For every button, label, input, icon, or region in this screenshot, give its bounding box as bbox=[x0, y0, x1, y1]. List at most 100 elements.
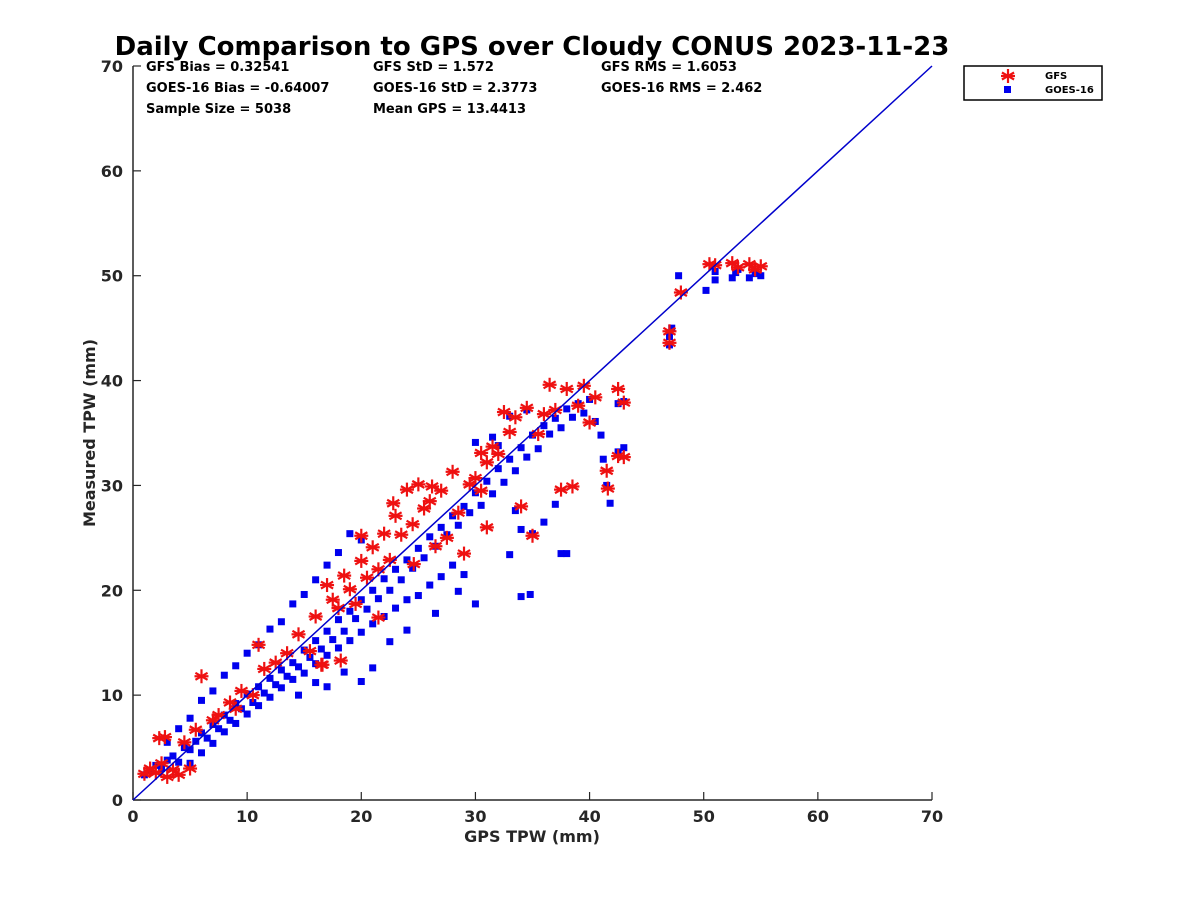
goes16-point bbox=[563, 550, 571, 558]
goes16-point bbox=[409, 564, 417, 572]
y-tick-label: 30 bbox=[101, 476, 123, 495]
goes16-point bbox=[599, 455, 607, 463]
goes16-point bbox=[323, 627, 331, 635]
legend-box bbox=[963, 65, 1103, 101]
gfs-point bbox=[308, 609, 323, 624]
x-tick-label: 10 bbox=[236, 807, 258, 826]
goes16-point bbox=[517, 593, 525, 601]
goes16-point bbox=[260, 689, 268, 697]
goes16-point bbox=[460, 571, 468, 579]
goes16-point bbox=[363, 605, 371, 613]
gfs-point bbox=[183, 761, 198, 776]
goes16-point bbox=[323, 683, 331, 691]
goes16-point bbox=[186, 714, 194, 722]
goes16-point bbox=[511, 467, 519, 475]
goes16-point bbox=[243, 649, 251, 657]
goes16-point bbox=[526, 590, 534, 598]
goes16-point bbox=[334, 549, 342, 557]
goes16-point bbox=[506, 551, 514, 559]
gfs-point bbox=[405, 517, 420, 532]
gfs-point bbox=[468, 471, 483, 486]
x-tick-label: 60 bbox=[807, 807, 829, 826]
goes16-point bbox=[295, 691, 303, 699]
goes16-point bbox=[374, 595, 382, 603]
goes16-point bbox=[352, 615, 360, 623]
gfs-point bbox=[157, 730, 172, 745]
goes16-point bbox=[186, 746, 194, 754]
goes16-point bbox=[757, 272, 765, 280]
y-tick-group: 0 10 20 30 40 50 60 70 bbox=[101, 57, 141, 810]
goes16-point bbox=[369, 664, 377, 672]
goes16-point bbox=[209, 687, 217, 695]
goes16-point bbox=[255, 702, 263, 710]
stat-text: GFS Bias = 0.32541 bbox=[146, 60, 289, 75]
goes16-point bbox=[277, 666, 285, 674]
goes16-point bbox=[175, 758, 183, 766]
one-to-one-reference-line bbox=[132, 65, 933, 801]
goes16-point bbox=[323, 651, 331, 659]
gfs-point bbox=[519, 400, 534, 415]
goes16-point bbox=[494, 465, 502, 473]
goes16-point bbox=[277, 618, 285, 626]
gfs-point bbox=[291, 627, 306, 642]
goes16-point bbox=[340, 668, 348, 676]
goes16-point bbox=[523, 453, 531, 461]
goes16-point bbox=[675, 272, 683, 280]
goes16-point bbox=[175, 725, 183, 733]
gfs-point bbox=[582, 415, 597, 430]
legend-goes16-marker bbox=[1004, 86, 1011, 93]
goes16-point bbox=[386, 586, 394, 594]
gfs-point bbox=[439, 530, 454, 545]
goes16-point bbox=[312, 637, 320, 645]
gfs-point bbox=[417, 501, 432, 516]
goes16-point bbox=[226, 716, 234, 724]
goes16-point bbox=[460, 502, 468, 510]
goes16-point bbox=[209, 739, 217, 747]
gfs-point bbox=[171, 767, 186, 782]
goes16-point bbox=[346, 530, 354, 538]
legend-gfs-marker bbox=[1001, 69, 1015, 83]
goes16-point bbox=[272, 681, 280, 689]
gfs-point bbox=[394, 527, 409, 542]
goes16-point bbox=[197, 696, 205, 704]
gfs-point bbox=[388, 508, 403, 523]
goes16-point bbox=[546, 430, 554, 438]
gfs-point bbox=[342, 582, 357, 597]
gfs-point bbox=[228, 701, 243, 716]
stat-text: Mean GPS = 13.4413 bbox=[373, 102, 526, 117]
goes16-point bbox=[426, 581, 434, 589]
goes16-point bbox=[317, 645, 325, 653]
goes16-point bbox=[454, 521, 462, 529]
gfs-point bbox=[434, 483, 449, 498]
gfs-point bbox=[445, 464, 460, 479]
goes16-point bbox=[289, 659, 297, 667]
y-axis-label: Measured TPW (mm) bbox=[80, 339, 99, 527]
goes16-point bbox=[420, 554, 428, 562]
gfs-point bbox=[315, 657, 330, 672]
gfs-point bbox=[354, 553, 369, 568]
gfs-point bbox=[571, 398, 586, 413]
gfs-point bbox=[457, 546, 472, 561]
goes16-point bbox=[277, 684, 285, 692]
goes16-point bbox=[386, 638, 394, 646]
goes16-point bbox=[232, 662, 240, 670]
gfs-point bbox=[496, 405, 511, 420]
y-tick-label: 20 bbox=[101, 581, 123, 600]
goes16-point bbox=[334, 616, 342, 624]
goes16-point bbox=[369, 620, 377, 628]
y-tick-label: 40 bbox=[101, 372, 123, 391]
goes16-point bbox=[449, 561, 457, 569]
goes16-point bbox=[346, 637, 354, 645]
gfs-point bbox=[616, 395, 631, 410]
x-tick-label: 30 bbox=[464, 807, 486, 826]
y-tick-label: 60 bbox=[101, 162, 123, 181]
gfs-point bbox=[525, 528, 540, 543]
gfs-point bbox=[333, 653, 348, 668]
goes16-point bbox=[534, 445, 542, 453]
gfs-point bbox=[548, 402, 563, 417]
gfs-point bbox=[559, 381, 574, 396]
gfs-point bbox=[502, 424, 517, 439]
gfs-point bbox=[662, 335, 677, 350]
goes16-point bbox=[540, 518, 548, 526]
x-axis-label: GPS TPW (mm) bbox=[464, 827, 600, 846]
